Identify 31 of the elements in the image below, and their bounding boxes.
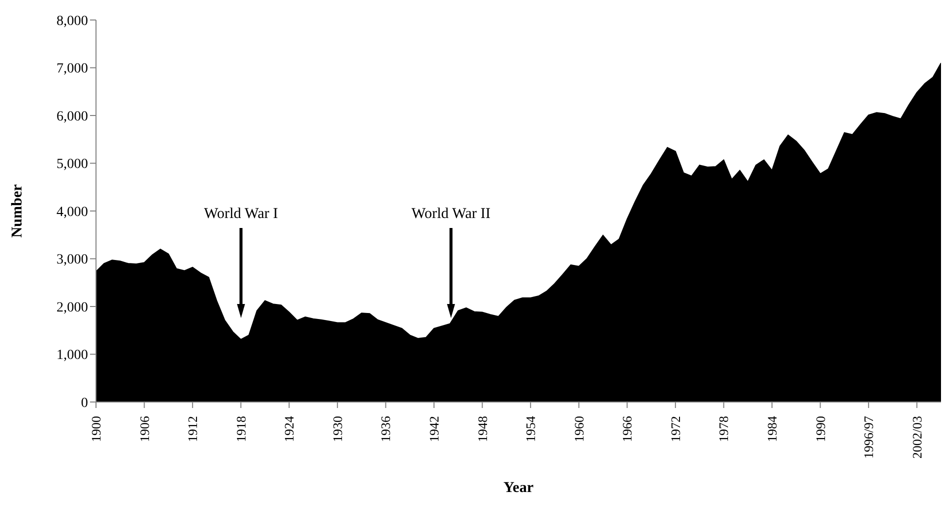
x-tick-label: 1978 (716, 416, 732, 442)
x-tick-label: 1936 (378, 416, 394, 442)
y-tick-label: 0 (81, 396, 88, 411)
x-tick-label: 1948 (474, 416, 490, 442)
x-tick-label: 1918 (233, 416, 248, 442)
x-tick-label: 1996/97 (861, 416, 876, 459)
x-tick-label: 1930 (330, 416, 345, 442)
x-tick-label: 1972 (668, 416, 683, 442)
x-tick-label: 1990 (812, 416, 828, 442)
x-tick-label: 1954 (523, 416, 538, 442)
x-tick-label: 2002/03 (909, 416, 924, 459)
annotation: World War II (412, 206, 490, 222)
y-tick-label: 7,000 (56, 62, 88, 77)
x-tick-label: 1912 (185, 416, 200, 442)
y-tick-label: 4,000 (56, 204, 88, 220)
x-axis-title: Year (504, 480, 534, 496)
y-tick-label: 8,000 (56, 14, 88, 29)
x-tick-label: 1984 (764, 416, 780, 442)
x-tick-label: 1960 (571, 416, 586, 442)
y-tick-label: 5,000 (56, 157, 88, 172)
annotation: World War I (204, 206, 278, 222)
y-axis-title: Number (9, 184, 26, 238)
y-tick-label: 1,000 (56, 348, 88, 364)
x-tick-label: 1906 (136, 416, 152, 442)
x-tick-label: 1900 (88, 416, 104, 442)
x-tick-label: 1966 (620, 416, 635, 442)
y-tick-label: 2,000 (56, 300, 88, 316)
x-tick-label: 1942 (426, 416, 442, 442)
y-tick-label: 3,000 (56, 252, 88, 268)
y-tick-label: 6,000 (56, 109, 88, 124)
x-tick-label: 1924 (282, 416, 297, 442)
